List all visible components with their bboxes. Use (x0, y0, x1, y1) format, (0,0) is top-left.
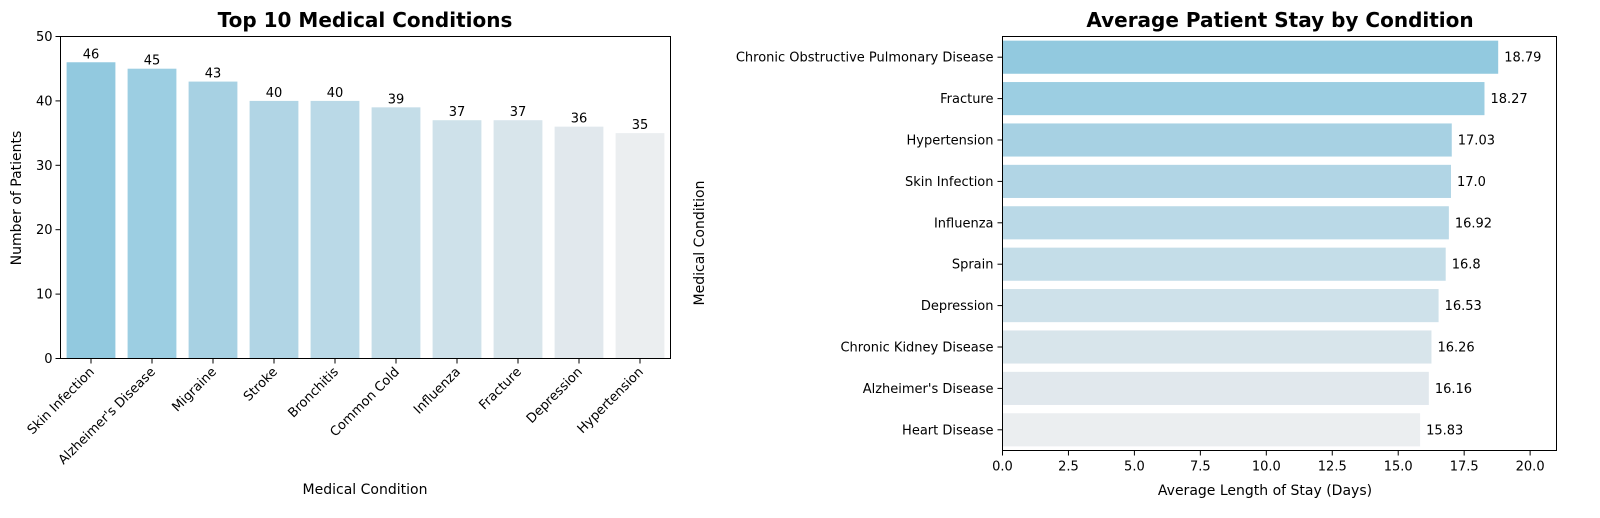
left-chart-xlabel: Medical Condition (303, 482, 428, 498)
left-bar-data-label: 43 (205, 67, 222, 82)
right-bar (1002, 82, 1485, 116)
chart-average-stay: Average Patient Stay by Condition Averag… (692, 8, 1557, 499)
left-bar (249, 100, 299, 359)
right-bar-data-label: 16.26 (1437, 341, 1474, 356)
left-bar-data-label: 37 (449, 105, 466, 120)
right-bar-data-label: 18.27 (1490, 92, 1527, 107)
right-x-axis: 0.0 2.5 5.0 7.5 10.0 12.5 15.0 17.5 20.0 (992, 450, 1545, 475)
left-bar (127, 68, 177, 359)
right-bar (1002, 371, 1429, 405)
right-bar (1002, 123, 1452, 157)
left-bar (554, 126, 604, 359)
right-x-tick-label: 12.5 (1318, 460, 1347, 475)
right-y-tick-label: Alzheimer's Disease (863, 382, 994, 397)
left-bar-data-label: 40 (266, 86, 283, 101)
right-bar-data-label: 18.79 (1504, 51, 1541, 66)
right-x-tick-label: 10.0 (1252, 460, 1281, 475)
left-y-tick-label: 30 (36, 159, 53, 174)
right-x-tick-label: 2.5 (1058, 460, 1079, 475)
left-chart-title: Top 10 Medical Conditions (218, 8, 513, 32)
right-y-tick-label: Chronic Kidney Disease (840, 341, 993, 356)
right-bar-data-label: 16.8 (1452, 258, 1481, 273)
right-x-tick-label: 15.0 (1384, 460, 1413, 475)
left-chart-ylabel: Number of Patients (9, 131, 25, 266)
left-bar-data-label: 46 (83, 47, 100, 62)
right-y-tick-label: Fracture (940, 92, 993, 107)
right-y-axis: Chronic Obstructive Pulmonary Disease Fra… (736, 51, 1003, 438)
right-y-tick-label: Heart Disease (902, 423, 993, 438)
right-y-tick-label: Skin Infection (905, 175, 993, 190)
right-x-tick-label: 7.5 (1190, 460, 1211, 475)
left-bar (66, 62, 116, 359)
right-y-tick-label: Influenza (934, 216, 994, 231)
right-bar (1002, 330, 1432, 364)
left-bars: 46 45 43 40 40 39 37 37 36 35 (66, 47, 665, 359)
left-bar (493, 120, 543, 359)
left-y-axis: 0 10 20 30 40 50 (36, 30, 61, 367)
right-y-tick-label: Chronic Obstructive Pulmonary Disease (736, 51, 994, 66)
right-bars: 18.79 18.27 17.03 17.0 16.92 16.8 16.53 16.26 16… (1002, 40, 1541, 447)
left-y-tick-label: 20 (36, 223, 53, 238)
right-bar (1002, 164, 1451, 198)
left-y-tick-label: 0 (44, 352, 52, 367)
left-bar-data-label: 40 (327, 86, 344, 101)
right-chart-xlabel: Average Length of Stay (Days) (1158, 483, 1372, 499)
left-plot-frame (60, 36, 671, 359)
right-y-tick-label: Depression (921, 299, 994, 314)
right-bar (1002, 40, 1499, 74)
right-bar (1002, 413, 1421, 447)
right-bar (1002, 206, 1449, 240)
right-bar-data-label: 16.16 (1435, 382, 1472, 397)
left-x-tick-label: Influenza (411, 365, 464, 418)
right-bar (1002, 289, 1439, 323)
right-plot-frame (1002, 36, 1557, 451)
right-x-tick-label: 20.0 (1516, 460, 1545, 475)
right-bar-data-label: 16.92 (1455, 216, 1492, 231)
left-bar-data-label: 36 (571, 112, 588, 127)
left-x-tick-label: Migraine (169, 365, 219, 415)
chart-top-10-conditions: Top 10 Medical Conditions Medical Condit… (9, 8, 671, 498)
left-x-tick-label: Stroke (241, 365, 281, 405)
left-bar (615, 133, 665, 359)
left-bar-data-label: 35 (632, 118, 649, 133)
left-bar-data-label: 45 (144, 54, 161, 69)
right-x-tick-label: 17.5 (1450, 460, 1479, 475)
right-x-tick-label: 5.0 (1124, 460, 1145, 475)
right-bar (1002, 247, 1446, 281)
right-bar-data-label: 15.83 (1426, 423, 1463, 438)
right-chart-ylabel: Medical Condition (692, 181, 708, 306)
right-chart-title: Average Patient Stay by Condition (1086, 8, 1473, 32)
right-y-tick-label: Hypertension (907, 134, 994, 149)
left-y-tick-label: 10 (36, 288, 53, 303)
left-x-tick-label: Depression (524, 365, 586, 427)
left-bar (310, 100, 360, 359)
left-bar-data-label: 37 (510, 105, 527, 120)
right-x-tick-label: 0.0 (992, 460, 1013, 475)
right-bar-data-label: 17.03 (1458, 134, 1495, 149)
right-y-tick-label: Sprain (952, 258, 994, 273)
left-x-tick-label: Bronchitis (286, 365, 342, 421)
left-bar-data-label: 39 (388, 92, 405, 107)
left-y-tick-label: 50 (36, 30, 53, 45)
left-bar (432, 120, 482, 359)
left-y-tick-label: 40 (36, 94, 53, 109)
left-x-tick-label: Fracture (476, 365, 524, 413)
right-bar-data-label: 17.0 (1457, 175, 1486, 190)
right-bar-data-label: 16.53 (1445, 299, 1482, 314)
left-bar (371, 107, 421, 359)
left-bar (188, 81, 238, 359)
